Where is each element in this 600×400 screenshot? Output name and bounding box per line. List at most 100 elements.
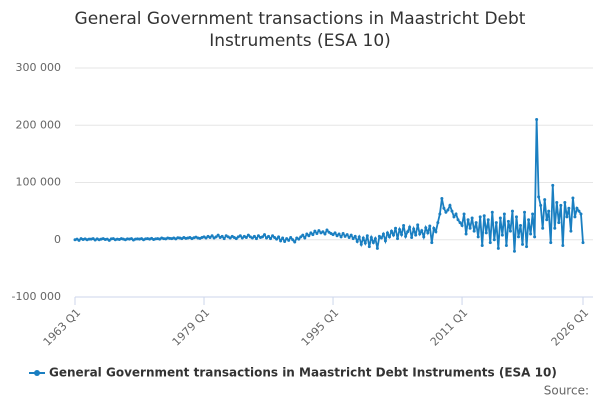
data-point — [488, 241, 492, 245]
data-point — [279, 239, 283, 243]
data-point — [383, 239, 387, 243]
data-point — [500, 233, 504, 237]
data-point — [408, 225, 412, 229]
data-point — [287, 238, 291, 242]
data-point — [561, 243, 565, 247]
data-point — [577, 209, 581, 213]
data-point — [285, 237, 289, 241]
data-point — [537, 195, 541, 199]
data-point — [381, 232, 385, 236]
data-point — [396, 237, 400, 241]
data-point — [361, 236, 365, 240]
data-point — [464, 232, 468, 236]
data-point — [289, 235, 293, 239]
data-point — [313, 229, 317, 233]
data-point — [210, 234, 214, 238]
data-point — [557, 221, 561, 225]
data-point — [480, 243, 484, 247]
data-point — [281, 236, 285, 240]
data-point — [563, 201, 567, 205]
data-point — [420, 229, 424, 233]
data-point — [571, 196, 575, 200]
data-point — [311, 233, 315, 237]
data-point — [504, 243, 508, 247]
data-point — [254, 237, 258, 241]
data-point — [448, 203, 452, 207]
data-point — [502, 212, 506, 216]
y-tick-label: 300 000 — [16, 61, 62, 74]
data-point — [256, 234, 260, 238]
data-point — [323, 232, 327, 236]
data-point — [299, 235, 303, 239]
data-point — [375, 246, 379, 250]
data-point — [392, 233, 396, 237]
data-point — [452, 215, 456, 219]
data-point — [228, 236, 232, 240]
data-point — [297, 237, 301, 241]
data-point — [434, 230, 438, 234]
data-point — [498, 216, 502, 220]
source: Source: — [544, 384, 589, 398]
y-tick-label: -100 000 — [12, 290, 61, 303]
data-point — [394, 226, 398, 230]
data-point — [444, 210, 448, 214]
data-point — [430, 241, 434, 245]
data-point — [529, 232, 533, 236]
x-tick-label: 1963 Q1 — [41, 306, 84, 349]
legend-marker — [34, 370, 40, 376]
data-point — [494, 221, 498, 225]
data-point — [345, 233, 349, 237]
x-tick-label: 2011 Q1 — [428, 306, 471, 349]
data-point — [531, 212, 535, 216]
data-point — [492, 238, 496, 242]
data-point — [333, 231, 337, 235]
data-point — [343, 234, 347, 238]
data-point — [496, 246, 500, 250]
data-point — [476, 235, 480, 239]
data-point — [569, 229, 573, 233]
data-point — [508, 229, 512, 233]
data-point — [325, 228, 329, 232]
data-point — [400, 233, 404, 237]
data-point — [446, 208, 450, 212]
data-point — [339, 235, 343, 239]
data-point — [252, 234, 256, 238]
data-point — [277, 235, 281, 239]
data-point — [422, 235, 426, 239]
data-point — [410, 235, 414, 239]
data-point — [301, 233, 305, 237]
data-point — [460, 223, 464, 227]
data-point — [402, 223, 406, 227]
data-point — [389, 229, 393, 233]
data-point — [250, 236, 254, 240]
data-point — [373, 237, 377, 241]
data-point — [482, 214, 486, 218]
data-point — [470, 216, 474, 220]
data-point — [335, 234, 339, 238]
data-point — [521, 242, 525, 246]
data-point — [573, 215, 577, 219]
data-point — [307, 234, 311, 238]
data-point — [377, 234, 381, 238]
data-point — [436, 221, 440, 225]
data-point — [77, 238, 81, 242]
data-point — [523, 210, 527, 214]
data-point — [432, 226, 436, 230]
data-point — [337, 232, 341, 236]
data-point — [535, 118, 539, 122]
data-point — [450, 209, 454, 213]
data-point — [398, 227, 402, 231]
x-tick-label: 1995 Q1 — [299, 306, 342, 349]
data-point — [456, 218, 460, 222]
data-point — [385, 231, 389, 235]
data-point — [468, 226, 472, 230]
data-point — [428, 224, 432, 228]
chart-title: General Government transactions in Maast… — [74, 9, 526, 51]
data-point — [575, 206, 579, 210]
data-point — [347, 235, 351, 239]
data-point — [551, 183, 555, 187]
data-point — [559, 203, 563, 207]
data-point — [549, 241, 553, 245]
data-point — [214, 235, 218, 239]
